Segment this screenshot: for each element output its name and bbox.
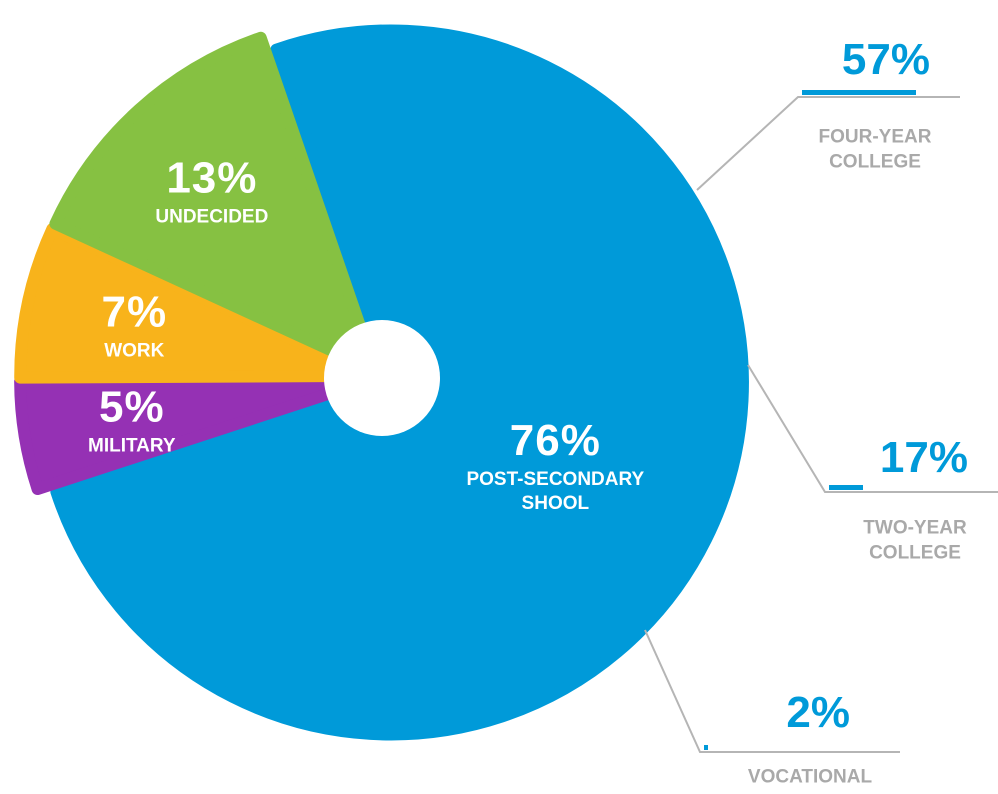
- breakdown-bar: [829, 485, 863, 490]
- slice-value: 7%: [101, 288, 168, 338]
- slice-category: WORK: [104, 341, 165, 363]
- breakdown-category: FOUR-YEAR COLLEGE: [818, 126, 932, 172]
- leader-line: [644, 629, 900, 753]
- breakdown-value: 57%: [841, 35, 930, 84]
- slice-category: UNDECIDED: [155, 206, 269, 228]
- slice-category: MILITARY: [88, 435, 176, 457]
- breakdown-value: 17%: [879, 433, 968, 482]
- pie-slice: [14, 223, 379, 384]
- center-hole: [324, 320, 440, 436]
- slice-category: POST-SECONDARY SHOOL: [466, 468, 645, 514]
- leader-line: [696, 96, 960, 191]
- leader-line: [747, 364, 998, 493]
- breakdown-category: TWO-YEAR COLLEGE: [863, 517, 967, 563]
- slice-value: 76%: [509, 415, 601, 465]
- breakdown-bar: [802, 90, 916, 95]
- pie-slice: [49, 31, 382, 377]
- breakdown-bar: [704, 745, 708, 750]
- slice-value: 5%: [99, 382, 165, 432]
- slice-label: 7% WORK: [29, 285, 239, 364]
- breakdown-value: 2%: [786, 688, 850, 737]
- breakdown-category: VOCATIONAL: [747, 766, 873, 788]
- slice-value: 13%: [166, 153, 258, 203]
- slice-label: 5% MILITARY: [27, 379, 237, 458]
- slice-label: 13% UNDECIDED: [107, 151, 317, 230]
- slice-label: 76% POST-SECONDARY SHOOL: [450, 413, 660, 516]
